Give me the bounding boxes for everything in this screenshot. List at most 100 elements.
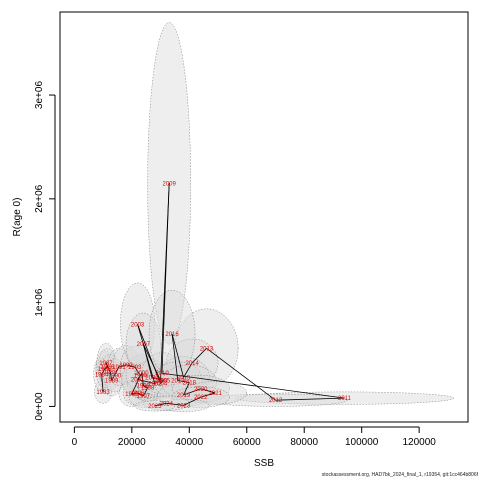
x-tick-label: 80000 bbox=[290, 437, 318, 448]
year-label-1985: 1985 bbox=[98, 367, 112, 373]
year-label-2012: 2012 bbox=[269, 398, 283, 404]
y-tick-label: 2e+06 bbox=[34, 184, 45, 213]
year-label-2003: 2003 bbox=[131, 322, 145, 328]
year-label-1987: 1987 bbox=[99, 361, 113, 367]
year-label-2011: 2011 bbox=[338, 396, 352, 402]
segment-1998-1999 bbox=[143, 385, 148, 389]
segment-2013-2014 bbox=[191, 348, 207, 364]
y-tick-label: 3e+06 bbox=[34, 81, 45, 110]
x-tick-label: 20000 bbox=[118, 437, 146, 448]
segment-2021-2022 bbox=[200, 392, 216, 398]
year-label-1999: 1999 bbox=[137, 384, 151, 390]
segment-2010-2011 bbox=[161, 372, 345, 399]
year-label-2004: 2004 bbox=[154, 382, 168, 388]
year-label-1993: 1993 bbox=[128, 365, 142, 371]
segment-1983-1984 bbox=[101, 374, 104, 392]
year-label-1992: 1992 bbox=[119, 363, 133, 369]
x-tick-label: 0 bbox=[72, 437, 78, 448]
segment-2020-2021 bbox=[200, 388, 216, 394]
x-axis: 0 20000 40000 60000 80000 100000 120000 bbox=[72, 426, 436, 448]
year-label-1998: 1998 bbox=[141, 386, 155, 392]
year-label-1995: 1995 bbox=[125, 392, 139, 398]
year-label-1996: 1996 bbox=[131, 391, 145, 397]
x-tick-label: 60000 bbox=[233, 437, 261, 448]
year-label-2014: 2014 bbox=[185, 361, 199, 367]
segment-2011-2012 bbox=[275, 397, 345, 401]
footer-credit: stockassessment.org, HAD7bk_2024_final_1… bbox=[321, 472, 478, 478]
y-tick-label: 0e+00 bbox=[34, 392, 45, 421]
segment-1984-1985 bbox=[101, 368, 105, 375]
year-label-2000: 2000 bbox=[135, 371, 149, 377]
segment-1989-1990 bbox=[111, 375, 115, 381]
year-label-2020: 2020 bbox=[194, 387, 208, 393]
y-axis-title: R(age 0) bbox=[12, 198, 23, 237]
y-axis: 0e+00 1e+06 2e+06 3e+06 bbox=[34, 81, 56, 421]
x-tick-label: 40000 bbox=[175, 437, 203, 448]
year-label-2008: 2008 bbox=[154, 378, 168, 384]
year-label-2010: 2010 bbox=[155, 371, 169, 377]
segment-2016-2017 bbox=[171, 333, 179, 381]
x-axis-title: SSB bbox=[254, 458, 274, 469]
year-label-1989: 1989 bbox=[105, 378, 119, 384]
year-label-1988: 1988 bbox=[104, 370, 118, 376]
segment-1999-2000 bbox=[141, 373, 144, 386]
segment-2005-2006 bbox=[151, 376, 164, 381]
trajectory-lines bbox=[101, 183, 345, 407]
year-label-1994: 1994 bbox=[134, 373, 148, 379]
year-label-2013: 2013 bbox=[200, 346, 214, 352]
year-label-2015: 2015 bbox=[177, 375, 191, 381]
segment-2024-2025 bbox=[154, 402, 167, 407]
year-label-2024: 2024 bbox=[160, 401, 174, 407]
segment-2009-2010 bbox=[161, 183, 170, 374]
segment-2003-2004 bbox=[137, 324, 161, 384]
x-tick-label: 100000 bbox=[345, 437, 379, 448]
segment-2017-2018 bbox=[177, 380, 190, 383]
year-label-2016: 2016 bbox=[165, 332, 179, 338]
segment-2012-2013 bbox=[206, 347, 276, 401]
segment-1993-1994 bbox=[134, 366, 141, 376]
year-label-2017: 2017 bbox=[171, 378, 185, 384]
segment-2007-2008 bbox=[142, 343, 161, 381]
segment-2006-2007 bbox=[142, 344, 153, 378]
segment-1995-1996 bbox=[131, 392, 138, 395]
segment-1991-1992 bbox=[118, 364, 127, 368]
segment-1987-1988 bbox=[105, 362, 111, 373]
segment-1997-1998 bbox=[142, 387, 148, 397]
x-tick-label: 120000 bbox=[402, 437, 436, 448]
year-label-1984: 1984 bbox=[95, 372, 109, 378]
year-label-2001: 2001 bbox=[131, 377, 145, 383]
year-label-1983: 1983 bbox=[96, 390, 110, 396]
year-label-1997: 1997 bbox=[137, 394, 151, 400]
segment-1992-1993 bbox=[125, 364, 135, 368]
segment-2022-2023 bbox=[183, 396, 201, 406]
segment-2023-2024 bbox=[166, 402, 184, 406]
year-label-2025: 2025 bbox=[148, 404, 162, 410]
year-label-2019: 2019 bbox=[177, 393, 191, 399]
segment-2019-2020 bbox=[183, 388, 201, 396]
year-label-2018: 2018 bbox=[183, 381, 197, 387]
segment-1988-1989 bbox=[109, 372, 113, 381]
segment-2015-2016 bbox=[171, 333, 184, 378]
year-label-2006: 2006 bbox=[145, 375, 159, 381]
year-label-2022: 2022 bbox=[194, 395, 208, 401]
segment-1990-1991 bbox=[114, 366, 120, 376]
year-label-2009: 2009 bbox=[163, 181, 177, 187]
segment-1994-1995 bbox=[131, 375, 141, 395]
year-label-2007: 2007 bbox=[137, 342, 151, 348]
plot-frame bbox=[59, 11, 469, 423]
segment-2014-2015 bbox=[183, 362, 193, 378]
year-label-2021: 2021 bbox=[208, 391, 222, 397]
year-label-2023: 2023 bbox=[177, 403, 191, 409]
segment-2001-2002 bbox=[137, 379, 155, 384]
segment-2018-2019 bbox=[183, 382, 190, 396]
y-tick-label: 1e+06 bbox=[34, 288, 45, 317]
segment-2004-2005 bbox=[160, 380, 164, 384]
segment-1985-1986 bbox=[104, 366, 108, 370]
year-label-2002: 2002 bbox=[148, 382, 162, 388]
segment-1996-1997 bbox=[137, 392, 144, 397]
year-label-1991: 1991 bbox=[112, 365, 126, 371]
year-label-2005: 2005 bbox=[157, 378, 171, 384]
